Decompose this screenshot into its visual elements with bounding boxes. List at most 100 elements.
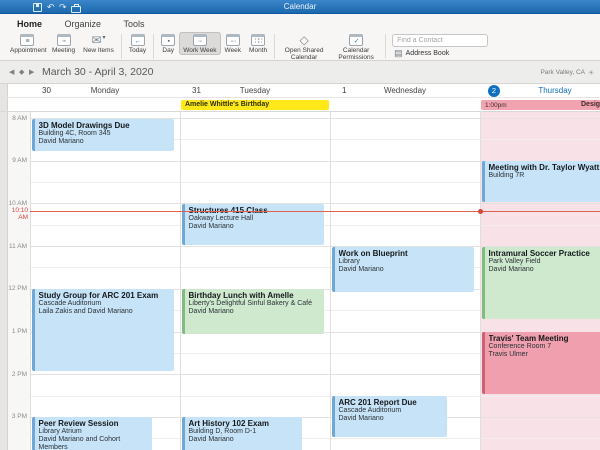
find-contact-group: ▤ Address Book — [392, 32, 489, 58]
all-day-event[interactable]: Amelie Whittle's Birthday — [181, 99, 329, 110]
next-week-button[interactable]: ▶ — [29, 69, 35, 76]
event-title: Birthday Lunch with Amelle — [188, 291, 294, 301]
event[interactable]: Study Group for ARC 201 Exam Cascade Audi… — [31, 289, 174, 371]
address-book-button[interactable]: ▤ Address Book — [394, 49, 488, 58]
event[interactable]: Art History 102 Exam Building D, Room D-1… — [181, 417, 303, 450]
event-title: ARC 201 Report Due — [338, 398, 417, 408]
day-header-wednesday[interactable]: 1 Wednesday — [330, 84, 480, 98]
ribbon-button-open-shared-calendar[interactable]: ◇ Open Shared Calendar — [278, 32, 330, 61]
time-label: 10 AM — [8, 199, 27, 207]
column-divider — [180, 111, 181, 450]
hour-line — [30, 374, 600, 376]
ribbon-button-label: Open Shared Calendar — [284, 47, 324, 61]
event-detail: David Mariano — [338, 415, 384, 423]
column-divider — [30, 111, 31, 450]
window-title: Calendar — [283, 2, 317, 11]
day-name: Wednesday — [383, 86, 427, 95]
event-title: 3D Model Drawings Due — [38, 120, 130, 130]
ribbon-button-month[interactable]: ∷∷ Month — [245, 32, 271, 55]
half-hour-line — [30, 182, 600, 184]
event-detail: Building 4C, Room 345 — [38, 129, 111, 137]
ribbon-button-label: Work Week — [183, 47, 217, 54]
find-contact-input[interactable] — [392, 34, 489, 47]
time-label: 2 PM — [11, 370, 27, 378]
event-detail: David Mariano — [488, 265, 534, 273]
meeting-icon: ◦◦ — [56, 34, 71, 46]
weather-icon: ☀ — [588, 70, 595, 77]
ribbon-button-week[interactable]: ···· Week — [221, 32, 246, 55]
hour-line — [30, 160, 600, 162]
event-detail: Building D, Room D-1 — [188, 428, 257, 436]
ribbon-button-today[interactable]: ← Today — [125, 32, 150, 55]
divider — [0, 97, 600, 98]
half-hour-line — [30, 267, 600, 269]
event-detail: David Mariano — [338, 265, 384, 273]
column-divider — [480, 111, 481, 450]
ribbon-button-day[interactable]: ▪ Day — [157, 32, 179, 55]
day-icon: ▪ — [161, 34, 176, 46]
event[interactable]: Travis' Team Meeting Conference Room 7 Tra… — [481, 332, 600, 395]
event[interactable]: Meeting with Dr. Taylor Wyatt Building 7R — [481, 161, 600, 202]
day-name: Monday — [90, 86, 120, 95]
time-label: 12 PM — [8, 285, 27, 293]
address-book-icon: ▤ — [394, 48, 403, 58]
ribbon-button-label: Meeting — [52, 47, 76, 54]
event-title: Study Group for ARC 201 Exam — [38, 291, 159, 301]
half-hour-line — [30, 139, 600, 141]
event[interactable]: Peer Review Session Library Atrium David M… — [31, 417, 153, 450]
ribbon-button-calendar-permissions[interactable]: ✓ Calendar Permissions — [330, 32, 382, 61]
day-header-thursday[interactable]: 2 Thursday — [480, 84, 600, 98]
event[interactable]: Intramural Soccer Practice Park Valley Fi… — [481, 246, 600, 320]
event-title: Meeting with Dr. Taylor Wyatt — [488, 163, 600, 173]
all-day-event[interactable]: 1:00pm Design — [481, 99, 600, 110]
event-detail: Oakway Lecture Hall — [188, 214, 254, 222]
ribbon-button-meeting[interactable]: ◦◦ Meeting — [48, 32, 79, 55]
day-header-tuesday[interactable]: 31 Tuesday — [180, 84, 330, 98]
time-gutter — [8, 111, 30, 450]
ribbon-button-label: Today — [128, 47, 147, 54]
all-day-event-title: Design — [581, 101, 600, 108]
day-number: 1 — [342, 86, 347, 95]
appointment-icon: ≡ — [20, 34, 34, 46]
ribbon-button-label: Week — [224, 47, 242, 54]
collapsed-sidebar-strip — [0, 84, 8, 450]
today-icon: ← — [130, 34, 145, 46]
today-diamond-icon[interactable]: ◆ — [19, 69, 25, 76]
ribbon-button-label: Day — [162, 47, 174, 54]
tab-tools[interactable]: Tools — [123, 19, 145, 29]
event-detail: David Mariano — [188, 308, 234, 316]
event[interactable]: ARC 201 Report Due Cascade Auditorium Davi… — [331, 396, 447, 437]
hour-line — [30, 246, 600, 248]
event[interactable]: Work on Blueprint Library David Mariano — [331, 246, 474, 292]
event-detail: Cascade Auditorium — [338, 407, 402, 415]
title-bar: Calendar ↶ ↷ — [0, 0, 600, 14]
ribbon-button-label: Appointment — [10, 47, 47, 54]
time-label: 1 PM — [11, 328, 27, 335]
ribbon: ≡ Appointment ◦◦ Meeting ✉ ▾ New Items ← Today ▪ D… — [0, 32, 600, 61]
all-day-event-time: 1:00pm — [485, 101, 507, 109]
event-title: Intramural Soccer Practice — [488, 248, 590, 258]
day-header-monday[interactable]: 30 Monday — [30, 84, 180, 98]
new-items-icon: ✉ — [91, 33, 102, 47]
ribbon-separator — [153, 34, 155, 59]
ribbon-button-work-week[interactable]: ··· Work Week — [179, 32, 221, 55]
event-detail: Library Atrium — [38, 428, 82, 436]
event[interactable]: 3D Model Drawings Due Building 4C, Room 3… — [31, 118, 174, 151]
current-time-label: 10:10 AM — [11, 207, 28, 222]
undo-icon[interactable]: ↶ — [47, 2, 55, 12]
save-icon[interactable] — [33, 3, 42, 12]
hour-line — [30, 118, 600, 119]
ribbon-tab-row: Home Organize Tools — [0, 14, 600, 34]
ribbon-button-new-items[interactable]: ✉ ▾ New Items — [79, 32, 118, 55]
ribbon-button-appointment[interactable]: ≡ Appointment — [6, 32, 48, 55]
month-icon: ∷∷ — [251, 34, 266, 46]
print-icon[interactable] — [71, 4, 81, 13]
address-book-label: Address Book — [405, 50, 450, 57]
event[interactable]: Birthday Lunch with Amelle Liberty's Deli… — [181, 289, 324, 335]
event-detail: Laila Zakis and David Mariano — [38, 308, 133, 316]
tab-organize[interactable]: Organize — [64, 19, 101, 29]
ribbon-separator — [274, 34, 276, 59]
prev-week-button[interactable]: ◀ — [9, 69, 15, 76]
redo-icon[interactable]: ↷ — [59, 2, 67, 12]
